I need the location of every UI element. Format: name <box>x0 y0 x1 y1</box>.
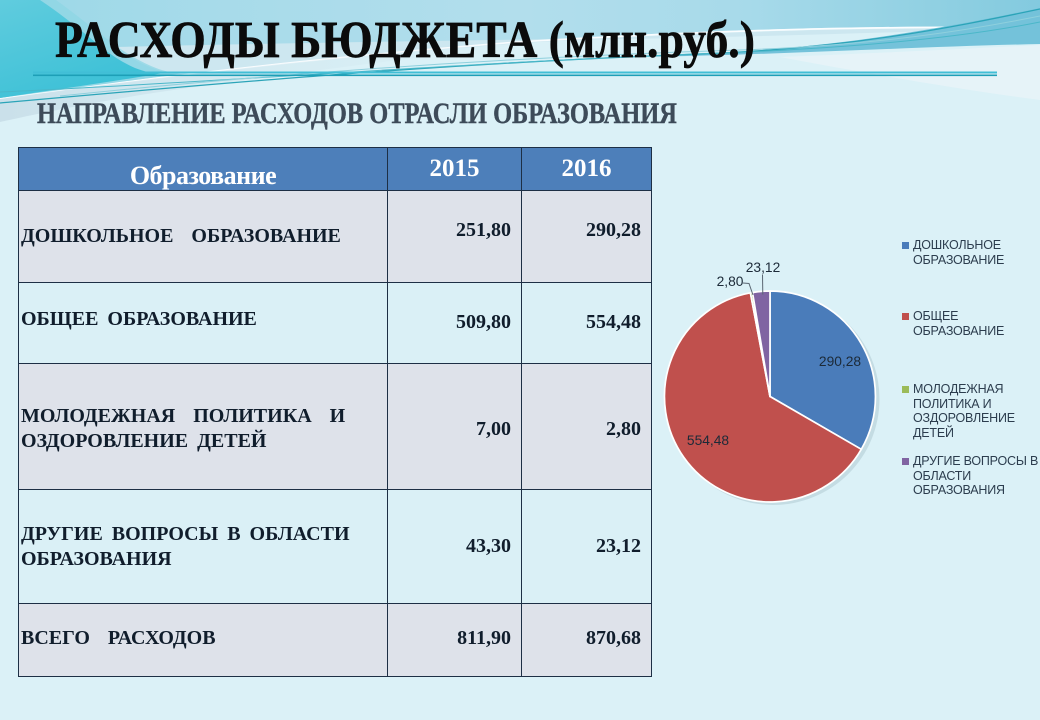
svg-text:2,80: 2,80 <box>717 274 744 289</box>
svg-text:23,12: 23,12 <box>746 260 781 275</box>
svg-text:554,48: 554,48 <box>687 433 730 448</box>
svg-text:290,28: 290,28 <box>819 354 862 369</box>
